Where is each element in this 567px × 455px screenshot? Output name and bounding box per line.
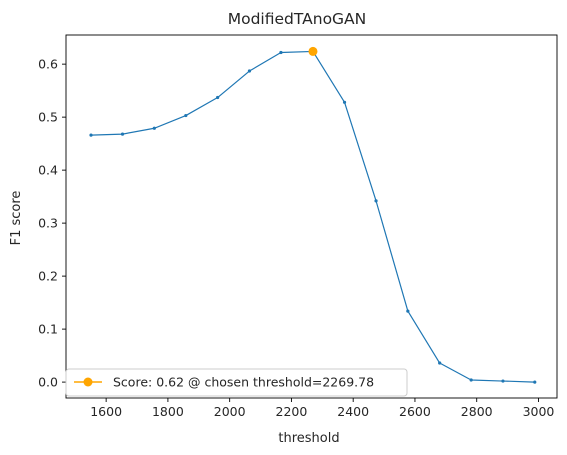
x-tick-label: 3000 — [523, 404, 555, 419]
x-tick-label: 2000 — [214, 404, 246, 419]
x-tick-label: 1600 — [90, 404, 122, 419]
f1-score-data-point — [438, 361, 442, 365]
f1-score-data-point — [533, 380, 537, 384]
legend-marker-swatch — [83, 377, 93, 387]
f1-score-data-point — [89, 133, 93, 137]
legend: Score: 0.62 @ chosen threshold=2269.78 — [65, 368, 408, 397]
legend-box — [65, 368, 408, 397]
y-tick-label: 0.5 — [38, 110, 58, 125]
f1-score-data-point — [279, 50, 283, 55]
f1-score-series-line — [90, 50, 535, 383]
plot-area-frame — [65, 34, 558, 399]
f1-score-data-point — [152, 126, 156, 130]
x-tick-label: 2800 — [461, 404, 493, 419]
x-tick-label: 2200 — [276, 404, 308, 419]
x-axis-label: threshold — [278, 431, 339, 446]
y-tick-label: 0.0 — [38, 375, 58, 390]
labels-layer: ModifiedTAnoGAN threshold F1 score — [9, 10, 366, 446]
axes-frame — [65, 34, 558, 399]
y-tick-label: 0.1 — [38, 322, 58, 337]
y-tick-label: 0.6 — [38, 57, 58, 72]
f1-score-data-point — [216, 95, 220, 100]
chart-title: ModifiedTAnoGAN — [228, 10, 367, 28]
y-axis-label: F1 score — [9, 191, 24, 246]
f1-score-data-point — [120, 132, 125, 136]
f1-score-data-point — [469, 378, 473, 382]
f1-score-data-point — [342, 100, 347, 104]
legend-entry-label: Score: 0.62 @ chosen threshold=2269.78 — [113, 375, 374, 390]
tick-marks: 1600 1800 2000 2200 2400 2600 2800 3000 0.0 0.1 0.… — [38, 57, 554, 419]
y-tick-label: 0.3 — [38, 216, 58, 231]
f1-score-data-point — [501, 379, 505, 383]
f1-score-data-point — [247, 69, 252, 73]
x-tick-label: 2400 — [337, 404, 369, 419]
y-tick-label: 0.4 — [38, 163, 58, 178]
x-tick-label: 2600 — [399, 404, 431, 419]
chosen-threshold-point — [308, 46, 318, 56]
y-tick-label: 0.2 — [38, 269, 58, 284]
f1-score-data-point — [374, 199, 378, 203]
f1-score-data-point — [406, 309, 410, 313]
x-tick-label: 1800 — [152, 404, 184, 419]
series-layer — [89, 46, 537, 384]
f1-score-data-point — [184, 113, 188, 118]
